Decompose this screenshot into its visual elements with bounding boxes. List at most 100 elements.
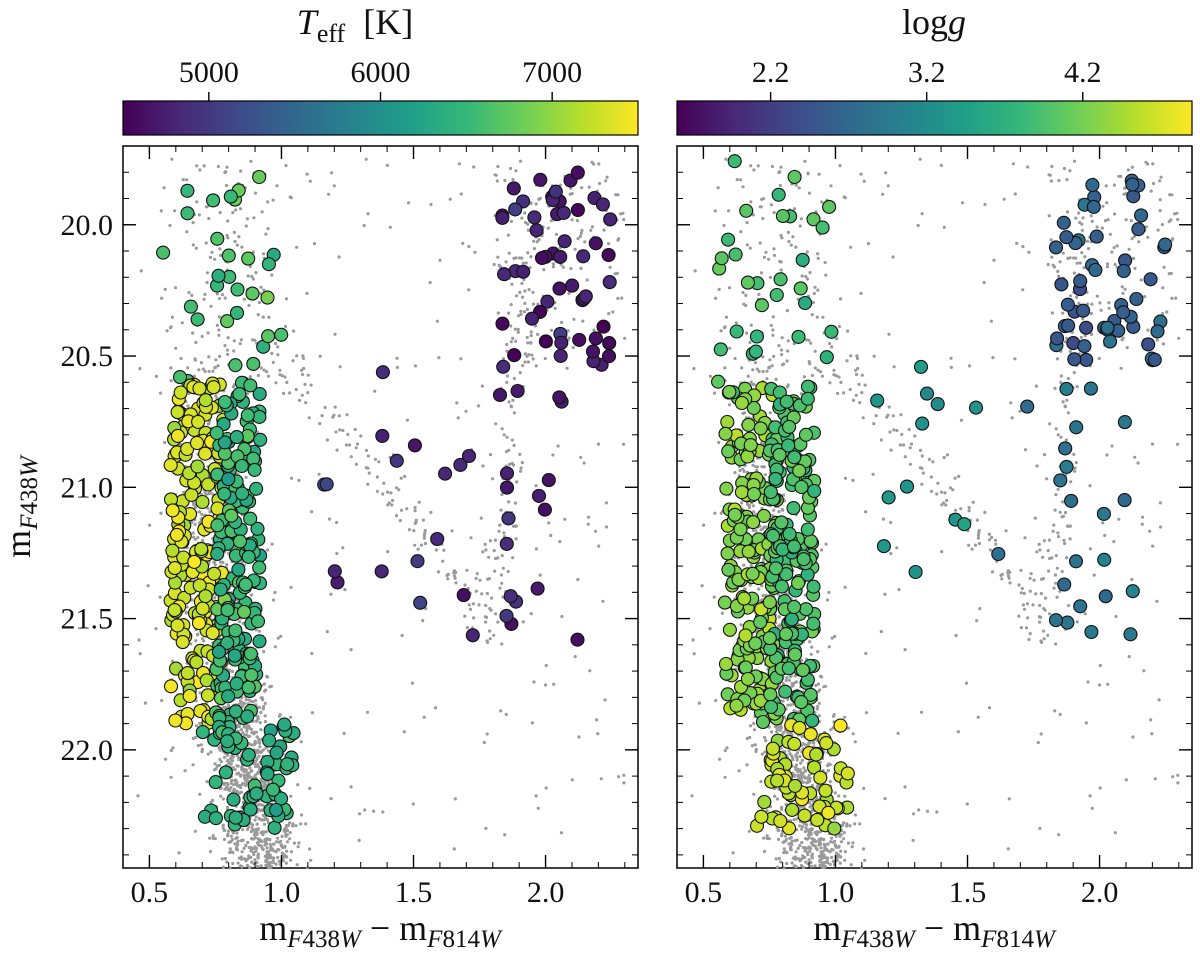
- background-star: [488, 539, 492, 543]
- background-star: [398, 519, 402, 523]
- background-star: [507, 400, 511, 404]
- background-star: [479, 516, 483, 520]
- background-star: [317, 472, 321, 476]
- background-star: [536, 332, 540, 336]
- background-star: [303, 382, 307, 386]
- star-marker: [229, 430, 244, 445]
- background-star: [308, 179, 312, 183]
- colorbar-teff-label: Teff [K]: [297, 2, 413, 48]
- star-marker: [501, 511, 516, 526]
- x-tick-label: 1.5: [395, 876, 433, 909]
- background-star: [260, 846, 264, 851]
- background-star: [283, 845, 287, 849]
- background-star: [278, 368, 282, 372]
- background-star: [720, 611, 725, 615]
- background-star: [763, 473, 767, 477]
- background-star: [807, 858, 811, 862]
- background-star: [349, 785, 353, 789]
- background-star: [216, 364, 220, 368]
- background-star: [790, 843, 794, 847]
- background-star: [210, 250, 214, 254]
- background-star: [256, 715, 260, 719]
- star-marker: [601, 349, 617, 364]
- star-marker: [240, 709, 255, 724]
- background-star: [802, 775, 806, 779]
- background-star: [208, 255, 212, 259]
- star-marker: [529, 223, 544, 238]
- background-star: [262, 650, 266, 654]
- background-star: [469, 536, 473, 540]
- background-star: [221, 823, 225, 827]
- background-star: [289, 794, 293, 798]
- star-marker: [244, 668, 259, 683]
- background-star: [800, 274, 804, 278]
- star-marker: [227, 648, 242, 663]
- background-star: [542, 268, 546, 272]
- star-marker: [180, 206, 195, 221]
- background-star: [223, 787, 227, 791]
- background-star: [762, 836, 766, 840]
- background-star: [597, 181, 602, 186]
- background-star: [232, 339, 236, 343]
- background-star: [767, 365, 772, 369]
- background-star: [820, 200, 824, 204]
- star-marker: [375, 365, 390, 380]
- background-stars-teff: [136, 157, 627, 870]
- background-star: [320, 414, 324, 418]
- background-star: [807, 360, 811, 364]
- background-star: [747, 829, 752, 833]
- background-star: [419, 543, 424, 547]
- background-star: [520, 461, 524, 465]
- background-star: [138, 652, 142, 656]
- background-star: [198, 510, 202, 514]
- background-star: [306, 391, 310, 395]
- background-star: [217, 763, 221, 768]
- background-star: [349, 648, 353, 652]
- background-star: [511, 556, 515, 560]
- colorbar-teff: 5000 6000 7000 Teff [K]: [122, 2, 639, 136]
- background-star: [800, 758, 805, 763]
- star-marker: [220, 734, 235, 749]
- star-marker: [541, 473, 556, 488]
- background-star: [505, 349, 509, 353]
- star-marker: [374, 564, 389, 579]
- background-star: [154, 374, 158, 378]
- background-star: [805, 837, 809, 841]
- x-tick-label: 0.5: [131, 876, 169, 909]
- background-star: [438, 258, 442, 262]
- background-star: [757, 587, 761, 591]
- background-star: [809, 652, 813, 656]
- background-star: [547, 521, 551, 525]
- background-star: [231, 766, 235, 770]
- star-marker: [206, 380, 221, 395]
- background-star: [261, 707, 265, 711]
- background-star: [258, 838, 262, 842]
- background-star: [503, 178, 507, 183]
- background-star: [421, 518, 425, 522]
- background-star: [334, 430, 338, 434]
- background-star: [512, 411, 517, 415]
- star-marker: [163, 679, 179, 694]
- background-star: [739, 623, 743, 627]
- background-star: [197, 368, 201, 372]
- background-star: [245, 217, 249, 221]
- background-star: [579, 231, 583, 235]
- star-marker: [237, 604, 252, 619]
- background-star: [464, 409, 468, 413]
- background-star: [616, 296, 620, 300]
- background-star: [481, 550, 485, 554]
- star-marker: [195, 725, 210, 740]
- background-star: [531, 357, 535, 361]
- background-star: [485, 591, 489, 596]
- background-star: [233, 239, 237, 244]
- background-star: [255, 832, 259, 837]
- background-star: [263, 714, 267, 718]
- background-star: [819, 837, 823, 841]
- background-star: [779, 165, 783, 169]
- background-star: [576, 577, 580, 582]
- background-star: [535, 240, 539, 244]
- background-star: [254, 748, 258, 753]
- background-star: [716, 186, 720, 190]
- star-marker: [506, 181, 521, 196]
- background-star: [241, 731, 245, 735]
